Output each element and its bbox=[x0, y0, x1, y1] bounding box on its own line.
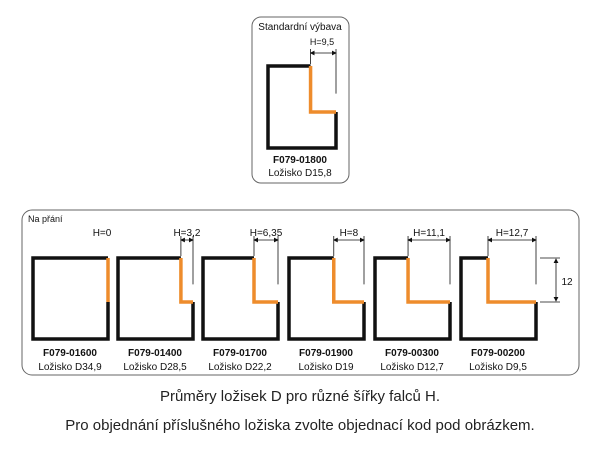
rebate-option-3: H=6,35 F079-01700 Ložisko D22,2 bbox=[201, 228, 283, 373]
rebate-option-4: H=8 F079-01900 Ložisko D19 bbox=[287, 228, 366, 373]
standard-panel-border bbox=[251, 16, 350, 184]
standard-bearing: Ložisko D15,8 bbox=[268, 168, 332, 179]
caption-bearing-diameters: Průměry ložisek D pro různé šířky falců … bbox=[159, 388, 441, 405]
option-code: F079-01700 bbox=[213, 348, 267, 359]
option-bearing: Ložisko D28,5 bbox=[123, 362, 187, 373]
frame-outline bbox=[201, 256, 280, 341]
rebate-outline bbox=[179, 258, 193, 304]
option-h-label: H=11,1 bbox=[413, 228, 445, 239]
option-h-label: H=12,7 bbox=[496, 228, 529, 239]
option-h-label: H=6,35 bbox=[250, 228, 283, 239]
option-h-label: H=8 bbox=[340, 228, 359, 239]
option-code: F079-01400 bbox=[128, 348, 182, 359]
option-bearing: Ložisko D34,9 bbox=[38, 362, 102, 373]
standard-panel: Standardní výbava H=9,5 F079-01800 Ložis… bbox=[251, 16, 350, 184]
option-bearing: Ložisko D22,2 bbox=[208, 362, 272, 373]
custom-panel-title: Na přání bbox=[28, 214, 63, 224]
custom-panel-border bbox=[21, 209, 580, 376]
rebate-outline bbox=[252, 258, 278, 304]
height-label: 12 bbox=[561, 277, 573, 288]
rebate-outline bbox=[332, 258, 364, 304]
standard-h-label: H=9,5 bbox=[310, 37, 334, 47]
frame-outline bbox=[373, 256, 452, 341]
rebate-outline bbox=[308, 66, 336, 114]
frame-outline bbox=[459, 256, 538, 341]
height-dimension bbox=[540, 257, 560, 303]
option-code: F079-00200 bbox=[471, 348, 525, 359]
rebate-option-6: H=12,7 F079-00200 Ložisko D9,5 bbox=[459, 228, 538, 373]
option-code: F079-01900 bbox=[299, 348, 353, 359]
frame-outline bbox=[31, 256, 110, 341]
rebate-outline bbox=[406, 258, 450, 304]
option-h-label: H=3,2 bbox=[173, 228, 200, 239]
option-h-label: H=0 bbox=[93, 228, 112, 239]
option-bearing: Ložisko D19 bbox=[298, 362, 353, 373]
standard-code: F079-01800 bbox=[273, 155, 327, 166]
custom-rebate-figures: H=0 F079-01600 Ložisko D34,9 H=3,2 F079-0140… bbox=[31, 228, 560, 373]
frame-outline bbox=[116, 256, 195, 341]
custom-panel: Na přání H=0 F079-01600 Ložisko D34,9 H=3,2… bbox=[21, 209, 580, 376]
rebate-option-2: H=3,2 F079-01400 Ložisko D28,5 bbox=[116, 228, 201, 373]
option-bearing: Ložisko D12,7 bbox=[380, 362, 444, 373]
standard-panel-title: Standardní výbava bbox=[258, 22, 342, 33]
rebate-outline bbox=[486, 258, 536, 304]
frame-outline bbox=[266, 64, 338, 150]
caption-order-instruction: Pro objednání příslušného ložiska zvolte… bbox=[65, 417, 535, 434]
option-code: F079-00300 bbox=[385, 348, 439, 359]
option-bearing: Ložisko D9,5 bbox=[469, 362, 527, 373]
frame-outline bbox=[287, 256, 366, 341]
rebate-option-5: H=11,1 F079-00300 Ložisko D12,7 bbox=[373, 228, 452, 373]
rebate-option-1: H=0 F079-01600 Ložisko D34,9 bbox=[31, 228, 112, 373]
option-code: F079-01600 bbox=[43, 348, 97, 359]
standard-rebate-figure bbox=[266, 49, 338, 150]
